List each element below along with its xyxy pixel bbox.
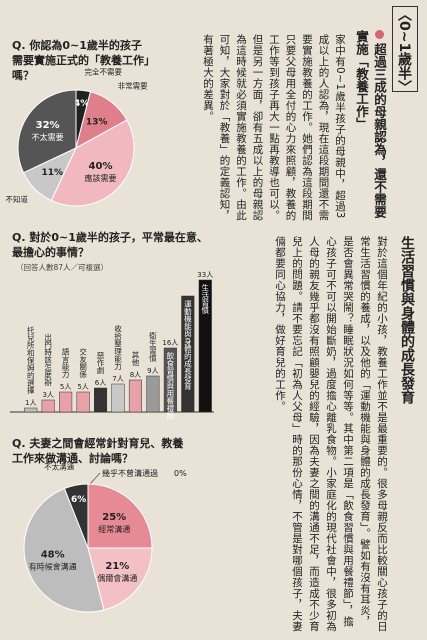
slice-value: 21% (105, 561, 129, 572)
value-label: 6人 (95, 379, 106, 387)
value-label: 16人 (162, 339, 178, 347)
value-label: 5人 (77, 383, 88, 391)
slice-label: 偶爾會溝通 (97, 573, 137, 583)
category-label: 生活習慣 (201, 283, 210, 316)
slice-value: 6% (71, 495, 86, 505)
value-label: 1人 (25, 399, 36, 407)
bar (146, 375, 160, 413)
section-tag: 〈0~1歲半〉 (392, 6, 418, 94)
bar (163, 347, 177, 413)
article-heading: 生活習慣與身體的成長發育 (399, 236, 415, 404)
slice-value: 11% (41, 168, 63, 178)
category-label: 交友關係 (78, 347, 87, 380)
category-label: 其他 (131, 351, 140, 368)
bar (111, 383, 125, 413)
bar (94, 387, 108, 413)
value-label: 8人 (130, 371, 141, 379)
slice-label: 應該需要 (85, 173, 117, 183)
category-label: 出門時該怎麼辦 (43, 332, 52, 387)
bar (76, 391, 90, 413)
chart-title: Q. 你認為0~1歲半的孩子需要實施正式的「教養工作」嗎？ (12, 39, 150, 82)
category-label: 托兒所和保姆的選擇 (26, 325, 35, 394)
value-label: 7人 (112, 375, 123, 383)
bar (24, 407, 38, 413)
value-label: 9人 (147, 367, 158, 375)
article-body: 家中有0~1歲半孩子的母親中，超過3成以上的人認為，現在這段期間還不需要實施教養… (202, 34, 346, 221)
bar (59, 391, 73, 413)
leader (89, 472, 101, 485)
slice-label: 不太溝通 (44, 461, 74, 471)
article-heading: 超過三成的母親認為，還不需要實施「教養工作」 (354, 30, 387, 218)
slice-value: 48% (41, 549, 65, 560)
bar (198, 279, 212, 413)
value-label: 5人 (60, 383, 71, 391)
pie-slice (87, 547, 153, 611)
slice-label: 不知道 (5, 194, 28, 204)
chart-subtitle: （回答人數87人／可複選） (16, 263, 109, 272)
category-label: 運動機能與身體的成長發育 (183, 300, 192, 392)
chart-title: Q. 夫妻之間會經常針對育兒、教養工作來做溝通、討論嗎？ (12, 437, 184, 465)
slice-value: 40% (89, 161, 113, 172)
slice-label: 完全不需要 (85, 67, 123, 77)
pie-slice (87, 483, 153, 549)
category-label: 飲食習慣與用餐禮節 (166, 351, 175, 421)
bar (181, 295, 195, 413)
bar (128, 379, 142, 413)
slice-value: 25% (102, 512, 126, 523)
pie-slice (63, 483, 89, 549)
slice-label: 不太需要 (32, 132, 64, 142)
slice-label: 幾乎不曾溝通過 (102, 468, 158, 478)
pie-slice (17, 89, 77, 174)
slice-value: 13% (86, 117, 108, 127)
slice-label: 有時候會溝通 (29, 561, 77, 571)
slice-value: 4% (74, 99, 89, 109)
category-label: 語言能力 (61, 347, 70, 380)
category-label: 衛生習慣 (148, 331, 157, 364)
slice-label: 經常溝通 (98, 524, 130, 534)
slice-value: 32% (36, 120, 60, 131)
category-label: 收拾整理能力 (113, 324, 122, 372)
pie-slice (50, 119, 135, 207)
category-label: 惡作劇 (96, 351, 105, 375)
bar (41, 399, 55, 413)
pie-slice (23, 487, 105, 613)
value-label: 33人 (197, 271, 213, 279)
chart-title: Q. 對於0~1歲半的孩子，平常最在意、最擔心的事情？ (12, 231, 208, 259)
article-body: 對於這個年紀的小孩，教養工作並不是最重要的。很多母親反而比較關心孩子的日常生活習… (274, 236, 388, 632)
slice-value: 0% (174, 469, 187, 478)
slice-label: 非常需要 (118, 80, 148, 90)
value-label: 3人 (42, 391, 53, 399)
